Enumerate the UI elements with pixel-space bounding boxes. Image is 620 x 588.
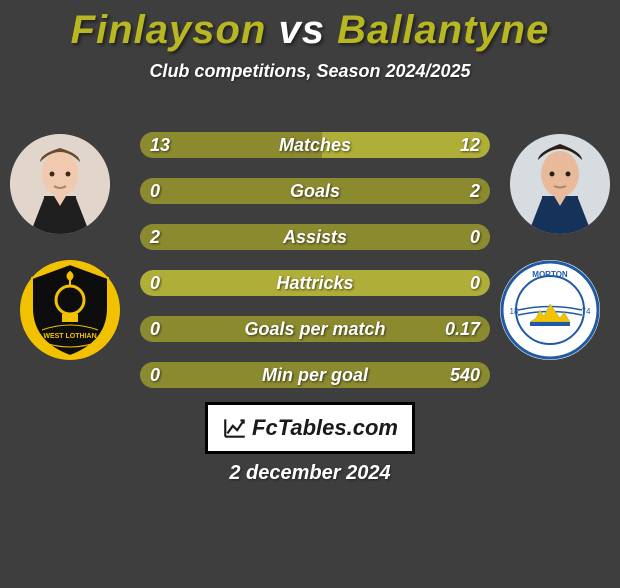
player1-avatar [10,134,110,234]
stat-label: Assists [140,224,490,250]
brand-text: FcTables.com [252,415,398,441]
stat-label: Min per goal [140,362,490,388]
footer-date: 2 december 2024 [0,462,620,485]
stat-row: 20Assists [140,224,490,250]
stat-row: 00Hattricks [140,270,490,296]
chart-icon [222,415,248,441]
player2-avatar [510,134,610,234]
stat-label: Goals [140,178,490,204]
player1-name: Finlayson [71,8,267,52]
player2-name: Ballantyne [337,8,549,52]
svg-text:WEST LOTHIAN: WEST LOTHIAN [43,333,96,340]
stat-label: Goals per match [140,316,490,342]
stat-row: 02Goals [140,178,490,204]
stat-label: Hattricks [140,270,490,296]
stat-row: 00.17Goals per match [140,316,490,342]
club2-crest: MORTON 18 74 [500,260,600,360]
brand-badge: FcTables.com [205,402,415,454]
stat-label: Matches [140,132,490,158]
club1-crest: WEST LOTHIAN [20,260,120,360]
season-subtitle: Club competitions, Season 2024/2025 [0,61,620,82]
svg-text:74: 74 [582,307,591,316]
vs-text: vs [278,8,325,52]
svg-text:MORTON: MORTON [532,270,568,279]
comparison-title: Finlayson vs Ballantyne [0,8,620,53]
svg-text:18: 18 [510,307,519,316]
stats-bars: 1312Matches 02Goals 20Assists 00Hattricks 00… [140,132,490,408]
stat-row: 1312Matches [140,132,490,158]
stat-row: 0540Min per goal [140,362,490,388]
